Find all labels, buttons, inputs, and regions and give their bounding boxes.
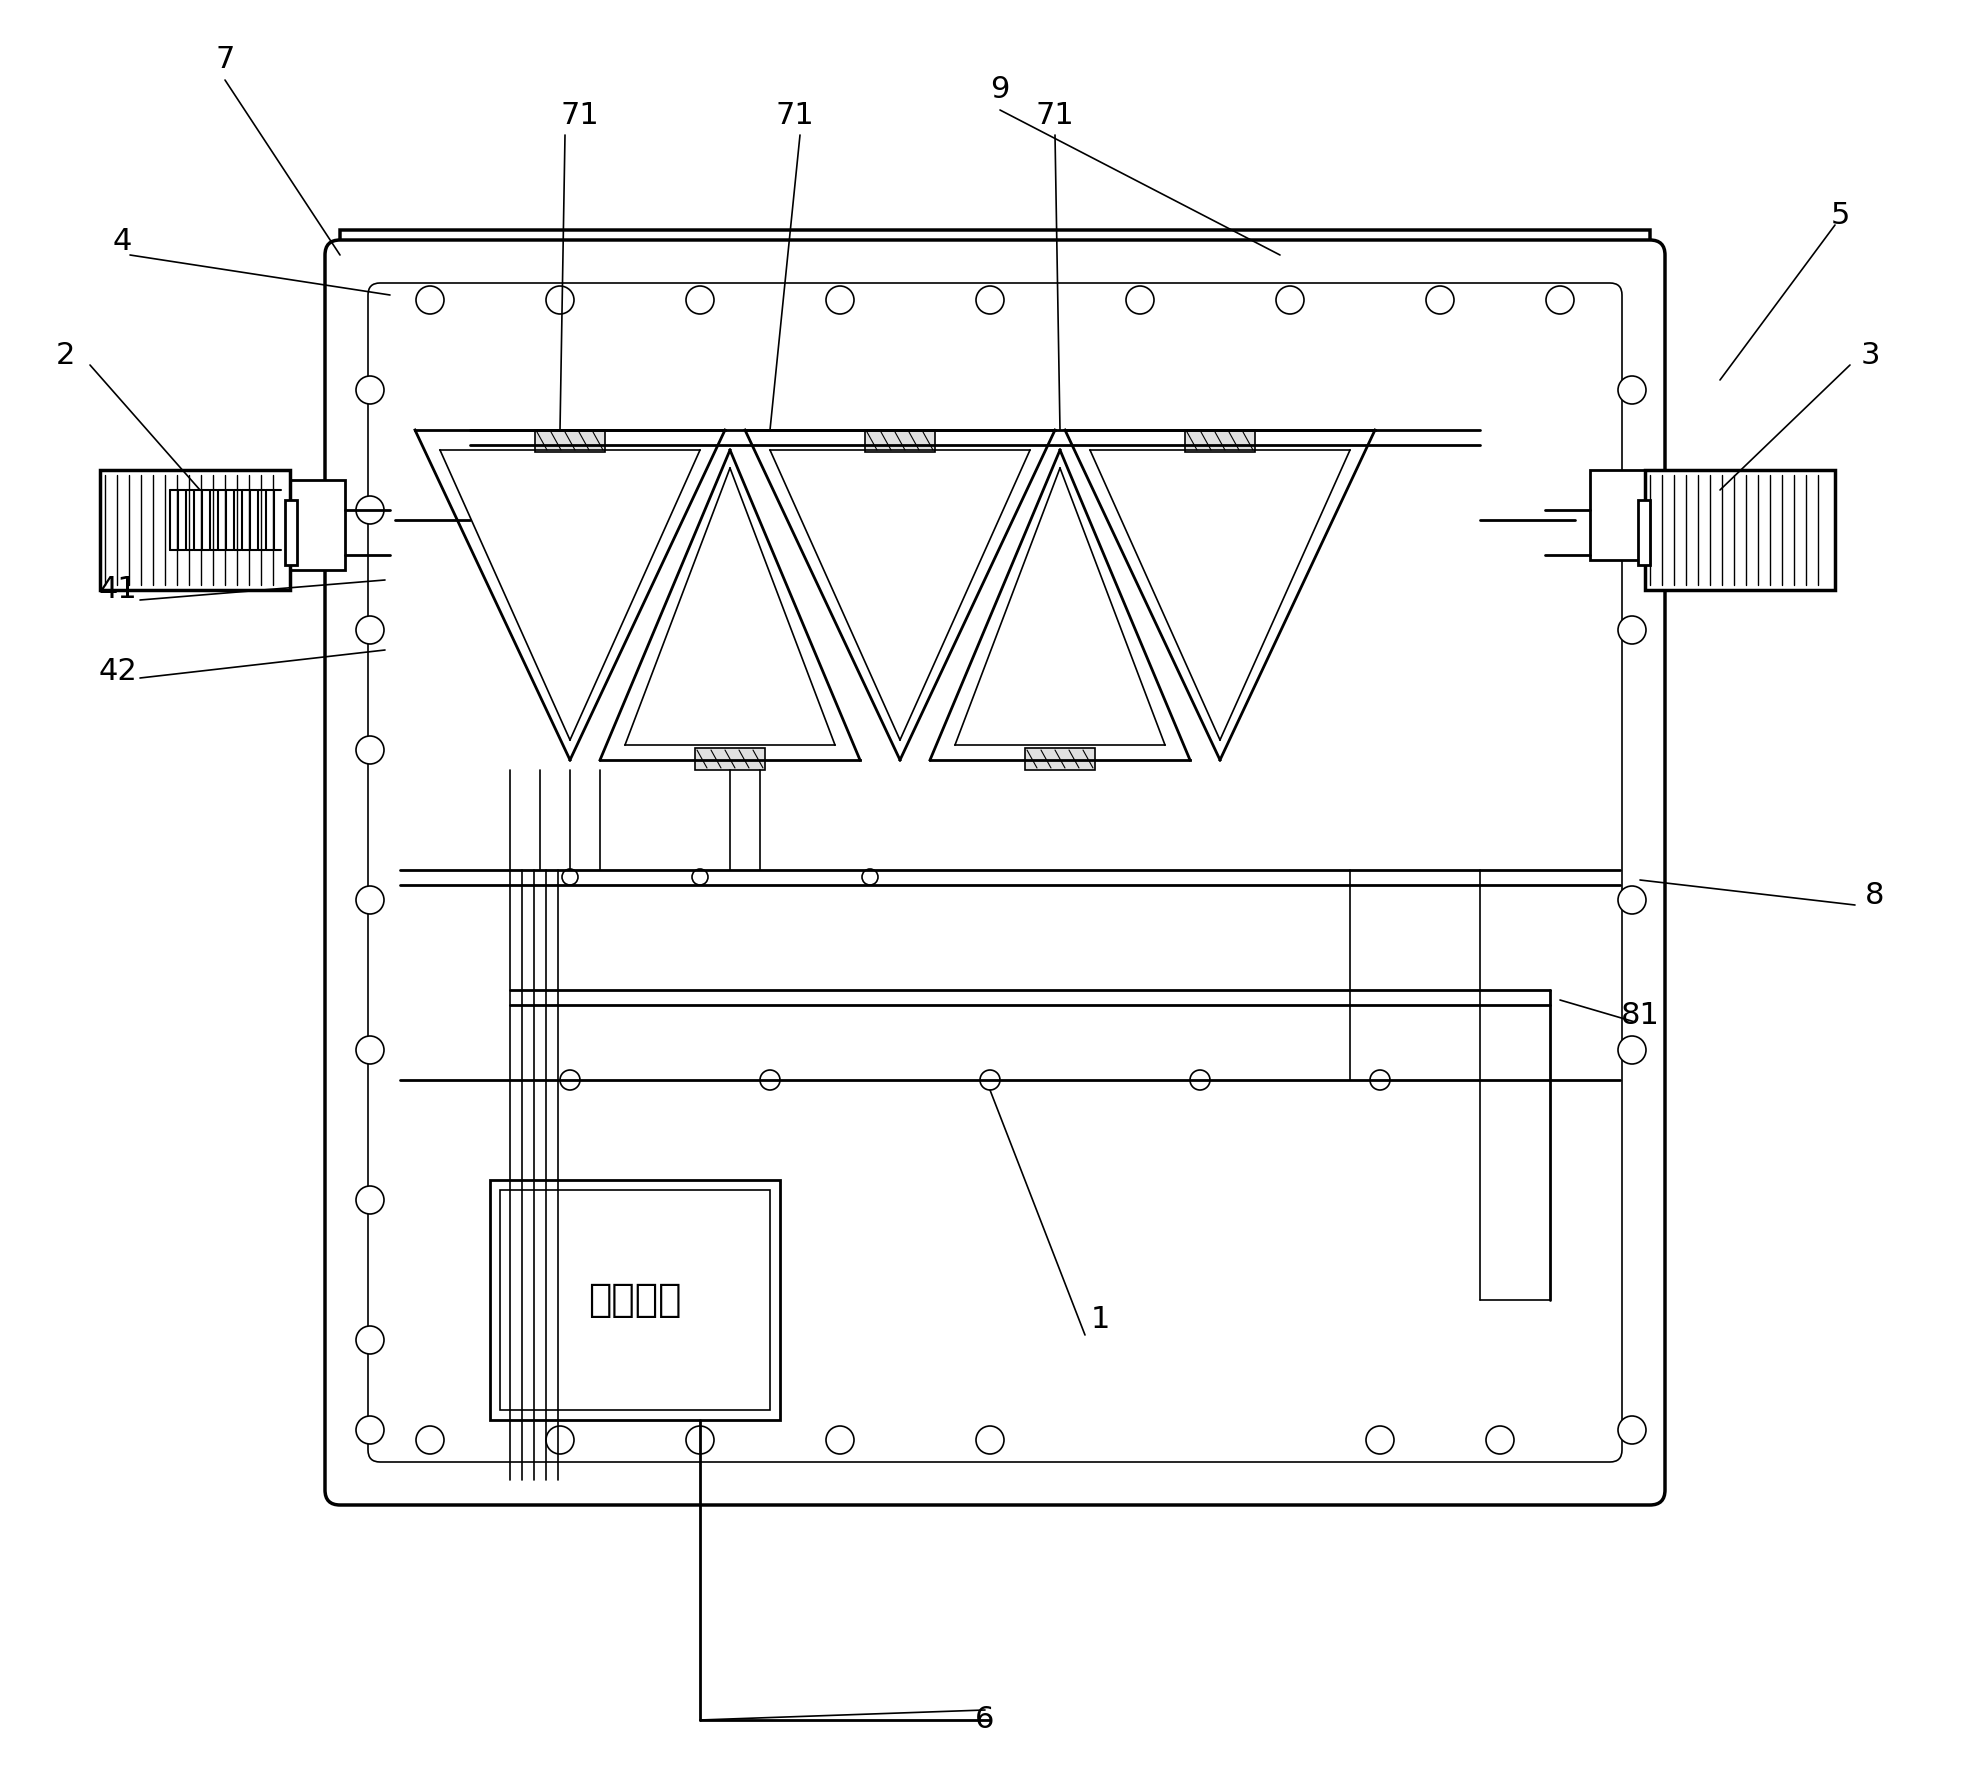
Circle shape	[685, 1425, 715, 1454]
Circle shape	[562, 870, 577, 886]
Text: 81: 81	[1620, 1000, 1660, 1029]
Bar	[100, 470, 291, 589]
Bar	[695, 748, 766, 770]
Circle shape	[355, 1325, 385, 1354]
Circle shape	[1618, 497, 1646, 523]
Bar	[501, 1189, 770, 1409]
Bar	[864, 430, 935, 452]
Circle shape	[355, 1416, 385, 1445]
Circle shape	[1426, 286, 1453, 314]
Circle shape	[416, 1425, 444, 1454]
Circle shape	[976, 286, 1004, 314]
Bar	[534, 430, 605, 452]
Text: 5: 5	[1830, 200, 1850, 229]
Circle shape	[355, 616, 385, 645]
Circle shape	[980, 1070, 1000, 1089]
Text: 71: 71	[776, 100, 815, 130]
Text: 7: 7	[216, 45, 234, 75]
Bar	[1646, 470, 1834, 589]
Circle shape	[1546, 286, 1573, 314]
Text: 42: 42	[98, 657, 137, 686]
Circle shape	[685, 286, 715, 314]
Circle shape	[355, 497, 385, 523]
Circle shape	[862, 870, 878, 886]
Circle shape	[1125, 286, 1155, 314]
Circle shape	[1618, 886, 1646, 914]
FancyBboxPatch shape	[324, 239, 1665, 1506]
Circle shape	[355, 1036, 385, 1064]
Circle shape	[1487, 1425, 1514, 1454]
Circle shape	[827, 286, 854, 314]
Circle shape	[691, 870, 707, 886]
FancyBboxPatch shape	[340, 230, 1650, 1490]
Text: 9: 9	[990, 75, 1009, 105]
Text: 控制单元: 控制单元	[589, 1281, 682, 1320]
Bar	[489, 1181, 780, 1420]
Circle shape	[355, 736, 385, 764]
Circle shape	[355, 886, 385, 914]
Circle shape	[1371, 1070, 1391, 1089]
Circle shape	[355, 1186, 385, 1214]
Bar	[1025, 748, 1096, 770]
Text: 4: 4	[112, 227, 132, 257]
Circle shape	[1367, 1425, 1394, 1454]
Text: 3: 3	[1860, 341, 1880, 370]
Bar	[1591, 470, 1646, 561]
Circle shape	[1618, 1036, 1646, 1064]
Circle shape	[1277, 286, 1304, 314]
Circle shape	[1190, 1070, 1210, 1089]
Circle shape	[827, 1425, 854, 1454]
Circle shape	[760, 1070, 780, 1089]
Text: 71: 71	[560, 100, 599, 130]
Text: 6: 6	[976, 1706, 994, 1734]
Bar	[291, 480, 346, 570]
Text: 71: 71	[1035, 100, 1074, 130]
Circle shape	[1618, 616, 1646, 645]
Text: 8: 8	[1866, 880, 1885, 909]
Circle shape	[355, 377, 385, 404]
Circle shape	[416, 286, 444, 314]
Circle shape	[976, 1425, 1004, 1454]
Text: 41: 41	[98, 575, 137, 604]
Circle shape	[546, 286, 573, 314]
Circle shape	[1618, 377, 1646, 404]
Bar	[285, 500, 297, 564]
Text: 2: 2	[55, 341, 75, 370]
Circle shape	[1618, 1416, 1646, 1445]
Text: 1: 1	[1090, 1306, 1110, 1334]
Circle shape	[546, 1425, 573, 1454]
Bar	[1184, 430, 1255, 452]
Bar	[1638, 500, 1650, 564]
Circle shape	[560, 1070, 579, 1089]
